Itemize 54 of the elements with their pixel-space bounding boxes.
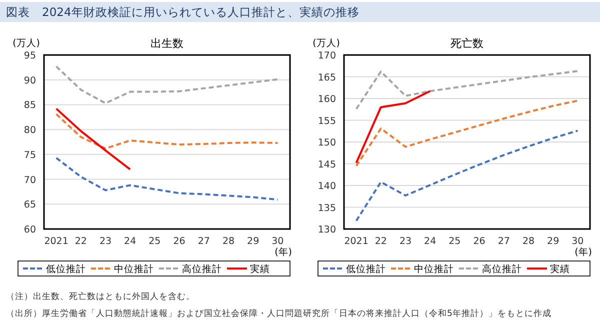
x-tick-label: 25 <box>148 236 161 247</box>
x-tick-label: 27 <box>198 236 210 247</box>
x-tick-label: 28 <box>522 236 535 247</box>
x-tick-label: 24 <box>424 236 436 247</box>
y-tick-label: 140 <box>318 181 336 192</box>
legend-label: 中位推計 <box>114 263 154 275</box>
y-tick-label: 70 <box>24 174 36 186</box>
x-tick-label: 29 <box>547 236 560 247</box>
x-tick-label: 28 <box>222 236 235 247</box>
text: 図表 2024年財政検証に用いられている人口推計と、実績の推移 <box>6 5 360 19</box>
x-tick-label: 26 <box>173 236 186 247</box>
legend-label: 低位推計 <box>46 263 86 275</box>
y-axis-title: (万人) <box>312 38 340 49</box>
y-tick-label: 145 <box>318 159 336 170</box>
y-tick-label: 150 <box>318 138 336 148</box>
x-tick-label: 2021 <box>44 236 68 247</box>
chart-title: 死亡数 <box>450 37 484 50</box>
x-tick-label: 22 <box>74 236 87 247</box>
legend-label: 中位推計 <box>414 263 454 275</box>
x-tick-label: 2021 <box>344 236 368 247</box>
legend-label: 実績 <box>250 263 270 275</box>
x-tick-label: 24 <box>124 236 136 247</box>
y-tick-label: 135 <box>318 202 336 214</box>
legend-label: 実績 <box>550 263 570 275</box>
y-tick-label: 75 <box>24 150 36 161</box>
y-axis-title: (万人) <box>12 38 40 49</box>
x-axis-title: (年) <box>574 246 592 258</box>
chart-title: 出生数 <box>150 37 184 50</box>
x-tick-label: 27 <box>498 236 510 247</box>
x-axis-title: (年) <box>274 246 292 258</box>
y-tick-label: 130 <box>318 224 336 236</box>
text: （注）出生数、死亡数はともに外国人を含む。 <box>6 291 195 302</box>
x-tick-label: 23 <box>99 236 112 247</box>
y-tick-label: 155 <box>318 116 336 127</box>
x-tick-label: 23 <box>399 236 412 247</box>
x-tick-label: 29 <box>247 236 260 247</box>
legend-label: 低位推計 <box>346 263 386 275</box>
y-tick-label: 165 <box>318 72 336 84</box>
y-tick-label: 170 <box>318 50 336 62</box>
x-tick-label: 30 <box>272 236 284 247</box>
y-tick-label: 80 <box>24 125 36 136</box>
legend-label: 高位推計 <box>482 263 522 275</box>
x-tick-label: 25 <box>448 236 461 247</box>
x-tick-label: 30 <box>572 236 584 247</box>
y-tick-label: 60 <box>24 224 36 236</box>
y-tick-label: 65 <box>24 200 36 211</box>
legend-label: 高位推計 <box>182 263 222 275</box>
x-tick-label: 22 <box>374 236 387 247</box>
x-tick-label: 26 <box>473 236 486 247</box>
y-tick-label: 90 <box>24 75 36 86</box>
y-tick-label: 95 <box>24 50 36 62</box>
text: （出所）厚生労働省「人口動態統計速報」および国立社会保障・人口問題研究所「日本の将来推計人口（令和5年推計）」をもとに作成 <box>6 308 552 319</box>
y-tick-label: 160 <box>318 94 336 105</box>
y-tick-label: 85 <box>24 100 36 112</box>
